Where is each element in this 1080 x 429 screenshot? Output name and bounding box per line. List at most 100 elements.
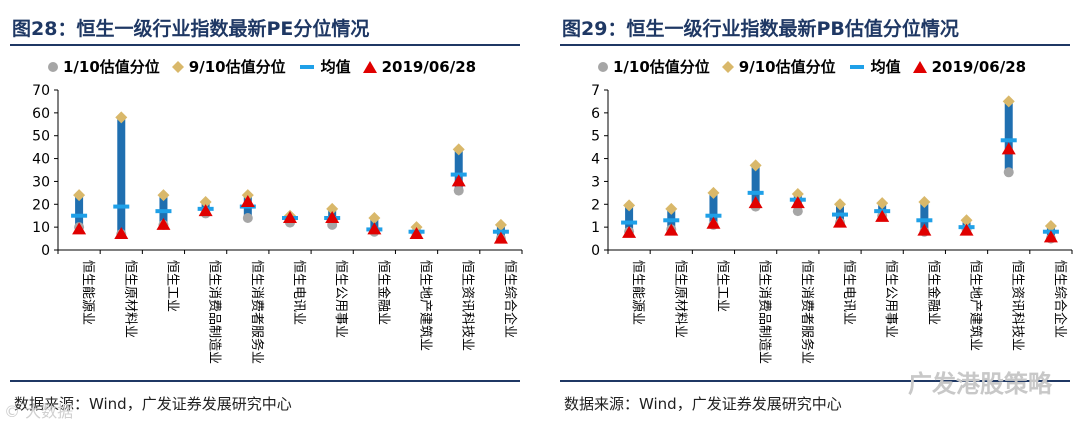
y-tick-label: 6 [591, 106, 600, 122]
x-tick-label: 恒生金融业 [925, 260, 941, 325]
title-rule [10, 44, 520, 46]
latest-point [790, 196, 805, 209]
pb-chart: 0 1 2 3 4 5 6 7 恒生能源业 恒生原材料业 恒生工业 恒生消费品制造业 恒生消费者服务业 恒… [591, 83, 1073, 364]
latest-point [622, 225, 637, 238]
legend-item-latest: 2019/06/28 [362, 57, 477, 76]
latest-point [917, 223, 932, 236]
latest-point [114, 227, 129, 239]
x-tick-label: 恒生消费品制造业 [757, 260, 772, 364]
source-note: 数据来源：Wind，广发证券发展研究中心 [564, 395, 842, 413]
y-tick-label: 70 [32, 83, 50, 99]
latest-point [156, 217, 171, 230]
latest-point [367, 222, 382, 235]
p90-point [707, 186, 720, 199]
p90-point [326, 202, 339, 215]
p90-point [199, 196, 212, 208]
y-tick-label: 2 [591, 197, 600, 213]
p90-point [876, 197, 889, 210]
y-tick-label: 7 [591, 83, 600, 99]
legend-label: 9/10估值分位 [738, 58, 836, 76]
range-bar [75, 195, 84, 228]
y-tick-label: 1 [591, 220, 600, 236]
legend: 1/10估值分位 9/10估值分位 均值 2019/06/28 [598, 56, 1038, 77]
gray-circle-icon [48, 61, 58, 72]
x-tick-label: 恒生原材料业 [672, 260, 687, 338]
title-rule [560, 44, 1070, 46]
range-bar [751, 165, 760, 207]
latest-point [1043, 230, 1058, 243]
legend-label: 2019/06/28 [931, 57, 1027, 76]
x-tick-label: 恒生工业 [714, 260, 729, 312]
p90-point [1044, 220, 1057, 232]
pe-chart-panel: 图28：恒生一级行业指数最新PE分位情况 1/10估值分位 9/10估值分位 均… [0, 0, 530, 429]
x-tick-label: 恒生电讯业 [841, 260, 856, 325]
mean-mark [747, 190, 764, 195]
latest-point [240, 195, 255, 207]
mean-mark [705, 213, 722, 218]
p90-point [115, 111, 128, 124]
x-tick-label: 恒生金融业 [375, 260, 391, 325]
wechat-watermark: 广发港股策略 [908, 370, 1052, 398]
x-tick-label: 恒生能源业 [630, 260, 645, 325]
bottom-rule [10, 380, 520, 382]
legend-label: 1/10估值分位 [613, 58, 710, 76]
red-triangle-icon [362, 60, 377, 73]
latest-point [706, 216, 721, 229]
pb-chart-panel: 图29：恒生一级行业指数最新PB估值分位情况 1/10估值分位 9/10估值分位… [550, 0, 1080, 429]
watermark: © 大数据 [4, 402, 74, 421]
legend-label: 均值 [870, 58, 901, 76]
legend-item-p10: 1/10估值分位 [598, 56, 710, 77]
range-bar [117, 117, 126, 234]
x-tick-label: 恒生地产建筑业 [418, 260, 434, 351]
legend: 1/10估值分位 9/10估值分位 均值 2019/06/28 [48, 56, 488, 77]
legend-label: 9/10估值分位 [188, 58, 286, 76]
x-tick-label: 恒生电讯业 [291, 260, 306, 325]
y-tick-label: 0 [591, 243, 600, 259]
legend-item-mean: 均值 [848, 56, 901, 77]
p10-point [242, 213, 253, 223]
x-tick-label: 恒生公用事业 [883, 260, 898, 338]
y-tick-label: 60 [32, 106, 50, 122]
y-tick-label: 20 [32, 197, 50, 213]
mean-mark [832, 212, 848, 217]
range-bar [625, 205, 634, 232]
p90-point [368, 212, 381, 224]
latest-point [72, 222, 87, 235]
latest-point [325, 211, 340, 223]
x-tick-label: 恒生消费者服务业 [249, 260, 265, 364]
y-tick-label: 5 [591, 129, 600, 145]
x-tick-label: 恒生综合企业 [1052, 260, 1068, 338]
latest-point [1001, 142, 1016, 155]
legend-item-p90: 9/10估值分位 [171, 56, 286, 77]
source-note: 数据来源：Wind，广发证券发展研究中心 [14, 395, 292, 413]
gray-circle-icon [598, 61, 608, 72]
latest-point [451, 174, 466, 187]
range-bar [920, 202, 929, 232]
x-tick-label: 恒生地产建筑业 [968, 260, 984, 351]
p90-point [791, 188, 804, 200]
gold-diamond-icon [171, 60, 184, 73]
p90-point [452, 143, 465, 156]
mean-mark [1000, 138, 1017, 143]
p90-point [665, 202, 678, 215]
x-tick-label: 恒生工业 [164, 260, 179, 312]
p90-point [623, 199, 636, 212]
legend-item-p10: 1/10估值分位 [48, 56, 160, 77]
x-tick-label: 恒生综合企业 [502, 260, 518, 338]
mean-mark [916, 218, 933, 223]
p90-point [494, 218, 507, 231]
p90-point [1002, 95, 1015, 108]
latest-point [409, 227, 424, 239]
x-tick-label: 恒生能源业 [80, 260, 95, 325]
legend-label: 2019/06/28 [381, 57, 477, 76]
chart-title: 图28：恒生一级行业指数最新PE分位情况 [12, 18, 370, 40]
x-tick-label: 恒生资讯科技业 [460, 260, 475, 351]
y-tick-label: 0 [41, 243, 50, 259]
p90-point [749, 159, 762, 172]
legend-label: 1/10估值分位 [63, 58, 160, 76]
blue-dash-icon [299, 64, 314, 69]
latest-point [875, 209, 890, 222]
x-tick-label: 恒生消费者服务业 [799, 260, 815, 364]
latest-point [493, 231, 508, 244]
latest-point [283, 211, 297, 223]
